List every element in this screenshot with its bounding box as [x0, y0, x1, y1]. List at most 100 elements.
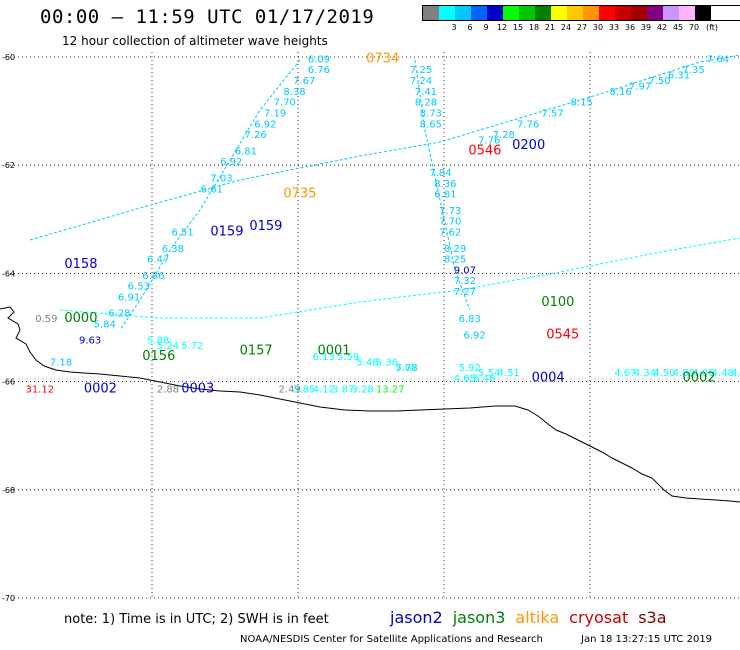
pass-time-label: 0003: [181, 381, 214, 396]
wave-height-value: 6.13: [313, 352, 335, 363]
wave-height-value: 5.46: [473, 374, 495, 385]
legend-swatch: [439, 6, 455, 20]
wave-height-value: 7.73: [439, 206, 461, 217]
wave-height-value: 4.34: [634, 368, 656, 379]
wave-height-value: 6.38: [162, 244, 184, 255]
legend-label: 3: [451, 23, 457, 32]
wave-height-value: 6.91: [118, 292, 140, 303]
lat-tick-label: -70: [2, 594, 15, 603]
generated-timestamp: Jan 18 13:27:15 UTC 2019: [581, 634, 713, 645]
legend-labels: 3 6 9 12 15 18 21 24 27 30 33 36 39 42 45 70 (ft): [422, 21, 740, 33]
pass-time-label: 0159: [249, 219, 282, 234]
wave-height-value: 6.81: [235, 146, 257, 157]
wave-height-value: 7.70: [439, 217, 461, 228]
wave-height-value: 4.80: [673, 368, 695, 379]
wave-height-value: 6.92: [220, 157, 242, 168]
wave-height-value: 7.50: [648, 76, 670, 87]
map-grid: 135138141144147150-60-62-64-66-68-70: [2, 52, 740, 603]
pass-time-label: 0001: [317, 344, 350, 359]
legend-label: 18: [528, 23, 540, 32]
satellite-cryosat: cryosat: [569, 608, 629, 627]
legend-swatch: [647, 6, 663, 20]
legend-swatch: [487, 6, 503, 20]
wave-height-value: 6.53: [128, 282, 150, 293]
wave-height-value: 8.38: [283, 87, 305, 98]
wave-height-value: 7.18: [50, 357, 72, 368]
legend-swatch: [695, 6, 711, 20]
wave-height-value: 7.67: [293, 76, 315, 87]
wave-height-value: 4.65: [454, 374, 476, 385]
legend-label: 33: [608, 23, 620, 32]
wave-height-value: 4.67: [614, 368, 636, 379]
satellite-s3a: s3a: [638, 608, 667, 627]
wave-height-value: 7.76: [517, 119, 539, 130]
wave-height-value: 8.65: [420, 119, 442, 130]
wave-height-value: 2.49: [279, 384, 301, 395]
legend-swatch: [503, 6, 519, 20]
legend-swatch: [423, 6, 439, 20]
lat-tick-label: -60: [2, 53, 15, 62]
wave-height-value: 3.85: [293, 384, 315, 395]
wave-height-value: 6.81: [434, 190, 456, 201]
wave-height-value: 7.78: [395, 363, 417, 374]
pass-time-label: 0546: [468, 143, 501, 158]
satellite-jason2: jason2: [390, 608, 443, 627]
wave-height-value: 5.07: [395, 363, 417, 374]
pass-time-label: 0158: [64, 257, 97, 272]
wave-height-value: 5.84: [94, 320, 116, 331]
legend-unit: (ft): [705, 23, 719, 32]
legend-swatch: [599, 6, 615, 20]
wave-height-value: 2.88: [157, 384, 179, 395]
lat-tick-label: -68: [2, 486, 15, 495]
legend-label: 70: [688, 23, 700, 32]
wave-height-value: 31.12: [25, 384, 54, 395]
wave-height-value: 6.83: [459, 314, 481, 325]
legend-label: 39: [640, 23, 652, 32]
footer-note: note: 1) Time is in UTC; 2) SWH is in fe…: [64, 612, 329, 627]
wave-height-value: 7.64: [707, 54, 729, 65]
pass-time-label: 0734: [366, 51, 399, 66]
wave-height-value: 9.63: [79, 336, 101, 347]
wave-height-value: 5.48: [356, 357, 378, 368]
legend-label: 42: [656, 23, 668, 32]
wave-height-value: 5.36: [376, 357, 398, 368]
legend-swatch: [615, 6, 631, 20]
lat-tick-label: -66: [2, 378, 15, 387]
legend-swatch: [583, 6, 599, 20]
pass-time-label: 0545: [546, 327, 579, 342]
pass-time-label: 0159: [210, 225, 243, 240]
wave-height-value: 9.07: [454, 265, 476, 276]
legend-swatch: [535, 6, 551, 20]
wave-height-values: 6.096.767.678.387.707.196.927.266.816.92…: [25, 54, 740, 395]
jason2-track-descending: [414, 59, 471, 311]
wave-height-value: 7.03: [210, 173, 232, 184]
pass-time-label: 0100: [541, 295, 574, 310]
wave-height-value: 7.41: [415, 87, 437, 98]
wave-height-value: 6.61: [201, 184, 223, 195]
wave-height-value: 6.86: [142, 271, 164, 282]
wave-height-value: 8.15: [571, 98, 593, 109]
pass-time-label: 0002: [84, 381, 117, 396]
pass-time-label: 0156: [142, 349, 175, 364]
legend-label: 27: [576, 23, 588, 32]
wave-height-value: 6.51: [171, 228, 193, 239]
credit-line: NOAA/NESDIS Center for Satellite Applica…: [240, 634, 543, 645]
wave-height-value: 7.25: [410, 65, 432, 76]
legend-label: 21: [544, 23, 556, 32]
legend-label: 30: [592, 23, 604, 32]
legend-swatches: [422, 5, 740, 21]
color-legend: 3 6 9 12 15 18 21 24 27 30 33 36 39 42 45 70 (ft): [422, 5, 740, 33]
wave-height-value: 7.28: [493, 130, 515, 141]
wave-height-value: 8.73: [420, 109, 442, 120]
wave-height-value: 3.28: [352, 384, 374, 395]
altika-track-ascending: [29, 54, 740, 241]
wave-height-value: 4.50: [653, 368, 675, 379]
wave-height-value: 5.92: [459, 363, 481, 374]
legend-swatch: [679, 6, 695, 20]
legend-swatch: [519, 6, 535, 20]
pass-time-label: 0157: [240, 344, 273, 359]
wave-height-value: 7.62: [439, 228, 461, 239]
wave-height-value: 6.47: [147, 255, 169, 266]
pass-time-labels: 0734 0735 0546 0545 0200 0159 0159 0158 0003 0002…: [64, 51, 715, 396]
wave-height-value: 6.92: [254, 119, 276, 130]
